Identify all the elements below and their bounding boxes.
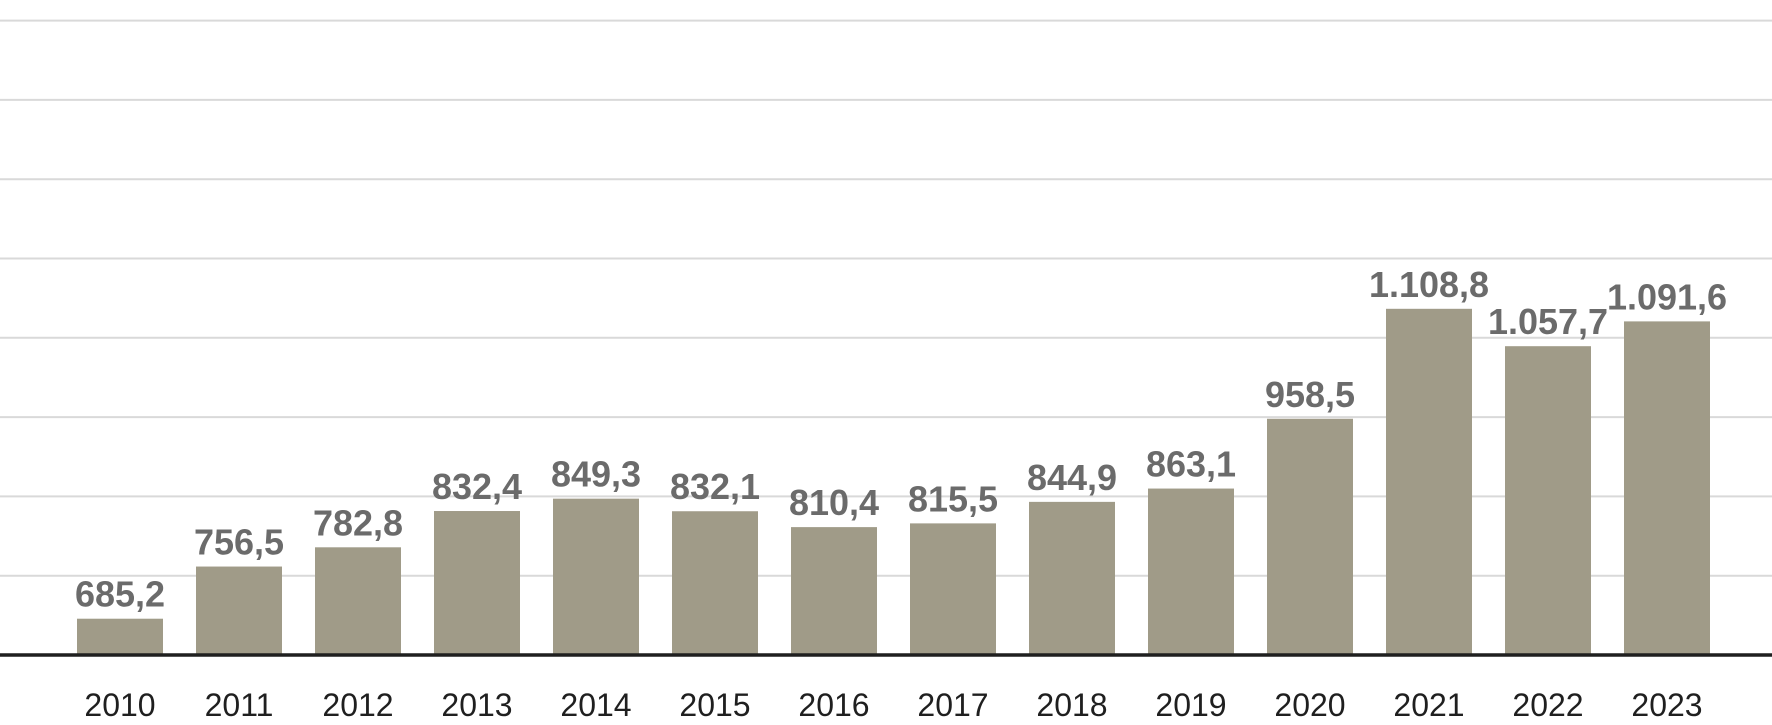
x-tick-label-2015: 2015	[679, 687, 750, 723]
bar-2011	[196, 566, 282, 655]
value-label-2020: 958,5	[1265, 374, 1355, 415]
value-label-2023: 1.091,6	[1607, 276, 1727, 317]
x-tick-label-2016: 2016	[798, 687, 869, 723]
x-tick-label-2019: 2019	[1155, 687, 1226, 723]
value-label-2019: 863,1	[1146, 444, 1236, 485]
value-label-2012: 782,8	[313, 502, 403, 543]
x-tick-label-2014: 2014	[560, 687, 631, 723]
bar-2023	[1624, 321, 1710, 655]
x-tick-label-2023: 2023	[1631, 687, 1702, 723]
bar-2015	[672, 511, 758, 655]
x-tick-label-2018: 2018	[1036, 687, 1107, 723]
bar-2012	[315, 547, 401, 655]
bar-2013	[434, 511, 520, 655]
bar-2022	[1505, 346, 1591, 655]
value-label-2014: 849,3	[551, 454, 641, 495]
x-tick-label-2012: 2012	[322, 687, 393, 723]
value-label-2010: 685,2	[75, 574, 165, 615]
value-label-2013: 832,4	[432, 466, 522, 507]
x-tick-label-2017: 2017	[917, 687, 988, 723]
x-tick-label-2022: 2022	[1512, 687, 1583, 723]
bar-2017	[910, 523, 996, 655]
x-tick-label-2013: 2013	[441, 687, 512, 723]
bar-2014	[553, 498, 639, 655]
x-tick-label-2021: 2021	[1393, 687, 1464, 723]
value-label-2017: 815,5	[908, 478, 998, 519]
gridlines	[0, 19, 1772, 577]
value-label-2016: 810,4	[789, 482, 879, 523]
value-label-2015: 832,1	[670, 466, 760, 507]
x-tick-label-2010: 2010	[84, 687, 155, 723]
bar-2010	[77, 618, 163, 655]
value-label-2011: 756,5	[194, 522, 284, 563]
value-label-2018: 844,9	[1027, 457, 1117, 498]
bar-2016	[791, 527, 877, 655]
x-tick-label-2020: 2020	[1274, 687, 1345, 723]
bars	[77, 308, 1710, 655]
x-axis-ticks: 2010 2011 2012 2013 2014 2015 2016 2017 2018 2019…	[84, 687, 1702, 723]
bar-2020	[1267, 418, 1353, 655]
value-label-2022: 1.057,7	[1488, 301, 1608, 342]
x-tick-label-2011: 2011	[205, 687, 274, 723]
bar-2021	[1386, 308, 1472, 655]
value-labels: 685,2 756,5 782,8 832,4 849,3 832,1 810,4 815,5…	[75, 264, 1727, 615]
bar-2019	[1148, 488, 1234, 655]
bar-2018	[1029, 501, 1115, 655]
value-label-2021: 1.108,8	[1369, 264, 1489, 305]
